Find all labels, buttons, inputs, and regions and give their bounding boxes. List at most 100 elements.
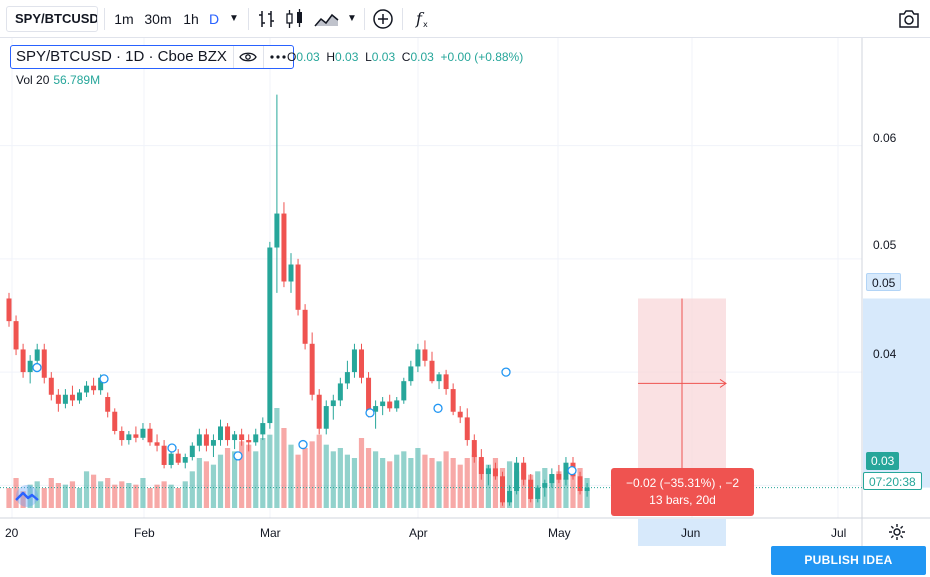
price-label: 0.06: [873, 131, 897, 145]
candle-body: [34, 349, 40, 361]
candle-body: [147, 428, 153, 443]
current-price-tag: 0.03: [866, 452, 900, 470]
toolbar-divider: [364, 8, 365, 30]
candle-body: [359, 349, 364, 378]
candles-icon[interactable]: [282, 6, 308, 32]
bars-icon[interactable]: [254, 6, 280, 32]
bar-countdown: 07:20:38: [863, 472, 922, 490]
candle-body: [415, 349, 421, 367]
candle-body: [408, 366, 414, 382]
volume-bar: [408, 458, 414, 508]
date-label: Apr: [409, 526, 428, 540]
toolbar-divider: [248, 8, 249, 30]
candle-body: [478, 457, 484, 475]
measure-range: 13 bars, 20d: [649, 493, 716, 507]
event-marker-icon: [99, 374, 109, 384]
tradingview-logo-icon[interactable]: [8, 484, 46, 508]
candle-body: [450, 389, 456, 412]
toolbar-divider: [104, 8, 105, 30]
volume-bar: [34, 481, 40, 508]
candle-body: [69, 394, 75, 401]
candle-body: [161, 445, 167, 465]
candle-body: [62, 394, 68, 404]
measure-high-price-tag: 0.05: [866, 273, 902, 291]
volume-bar: [429, 458, 435, 508]
candle-body: [210, 440, 216, 446]
volume-bar: [302, 448, 308, 508]
interval-dropdown-chevron-icon[interactable]: ▼: [229, 13, 239, 24]
candle-body: [380, 401, 386, 407]
volume-bar: [253, 451, 259, 508]
candle-body: [77, 392, 82, 401]
volume-bar: [443, 451, 449, 508]
candle-body: [260, 423, 266, 435]
volume-bar: [415, 448, 421, 508]
volume-bar: [570, 474, 576, 508]
volume-bar: [288, 444, 294, 508]
volume-bar: [380, 458, 386, 508]
ohlc-readout: O0.03 H0.03 L0.03 C0.03 +0.00 (+0.88%): [287, 50, 524, 64]
legend-symbol-box[interactable]: SPY/BTCUSD · 1D · Cboe BZX: [10, 45, 294, 69]
svg-text:x: x: [423, 20, 428, 29]
candle-body: [6, 298, 12, 322]
candle-body: [337, 383, 343, 401]
volume-bar: [457, 464, 463, 508]
candle-body: [394, 400, 400, 409]
volume-bar: [133, 484, 139, 508]
volume-bar: [563, 478, 569, 508]
candle-body: [443, 374, 449, 390]
chart-type-dropdown-chevron-icon[interactable]: ▼: [347, 13, 357, 24]
svg-text:f: f: [415, 9, 425, 28]
candle-body: [41, 349, 47, 378]
camera-icon[interactable]: [896, 6, 922, 32]
interval-1m-button[interactable]: 1m: [114, 11, 134, 27]
function-icon[interactable]: f x: [410, 6, 436, 32]
volume-bar: [521, 464, 527, 508]
volume-bar: [309, 441, 315, 508]
gear-icon[interactable]: [887, 522, 907, 542]
interval-30m-button[interactable]: 30m: [144, 11, 172, 27]
volume-bar: [20, 491, 26, 508]
interval-1h-button[interactable]: 1h: [183, 11, 199, 27]
volume-bar: [119, 481, 125, 508]
candle-body: [577, 476, 583, 492]
candle-body: [126, 434, 132, 441]
price-chart[interactable]: [0, 38, 930, 577]
volume-bar: [210, 464, 217, 508]
candle-body: [140, 428, 146, 438]
volume-bar: [161, 481, 167, 508]
candle-body: [232, 434, 238, 441]
volume-bar: [471, 454, 477, 508]
candle-body: [401, 381, 407, 401]
more-dots-icon[interactable]: [262, 46, 293, 68]
change-value: +0.00 (+0.88%): [440, 50, 524, 64]
volume-bar: [6, 488, 12, 508]
area-icon[interactable]: [312, 6, 342, 32]
event-marker-icon: [32, 362, 42, 373]
volume-bar: [168, 484, 174, 508]
candle-body: [521, 462, 527, 480]
plus-circle-icon[interactable]: [370, 6, 396, 32]
volume-bar: [224, 448, 231, 508]
eye-icon[interactable]: [232, 46, 263, 68]
publish-idea-button[interactable]: PUBLISH IDEA: [771, 546, 926, 575]
volume-bar: [154, 484, 160, 508]
symbol-search-input[interactable]: SPY/BTCUSD: [6, 6, 98, 32]
measure-change: −0.02 (−35.31%) , −2: [625, 476, 740, 490]
candle-body: [387, 401, 393, 409]
date-label: Jun: [681, 526, 701, 540]
volume-bar: [91, 474, 97, 508]
arrow-right-icon: [719, 379, 727, 388]
candle-body: [84, 385, 90, 393]
volume-bar: [295, 454, 301, 508]
candle-body: [514, 462, 520, 492]
volume-bar: [387, 461, 393, 508]
candle-body: [253, 434, 259, 443]
candle-body: [429, 360, 435, 382]
interval-d-button[interactable]: D: [208, 11, 220, 27]
volume-bar: [13, 478, 19, 508]
volume-bar: [365, 448, 372, 508]
volume-bar: [182, 481, 188, 508]
candle-body: [267, 247, 273, 424]
candle-body: [330, 400, 336, 407]
